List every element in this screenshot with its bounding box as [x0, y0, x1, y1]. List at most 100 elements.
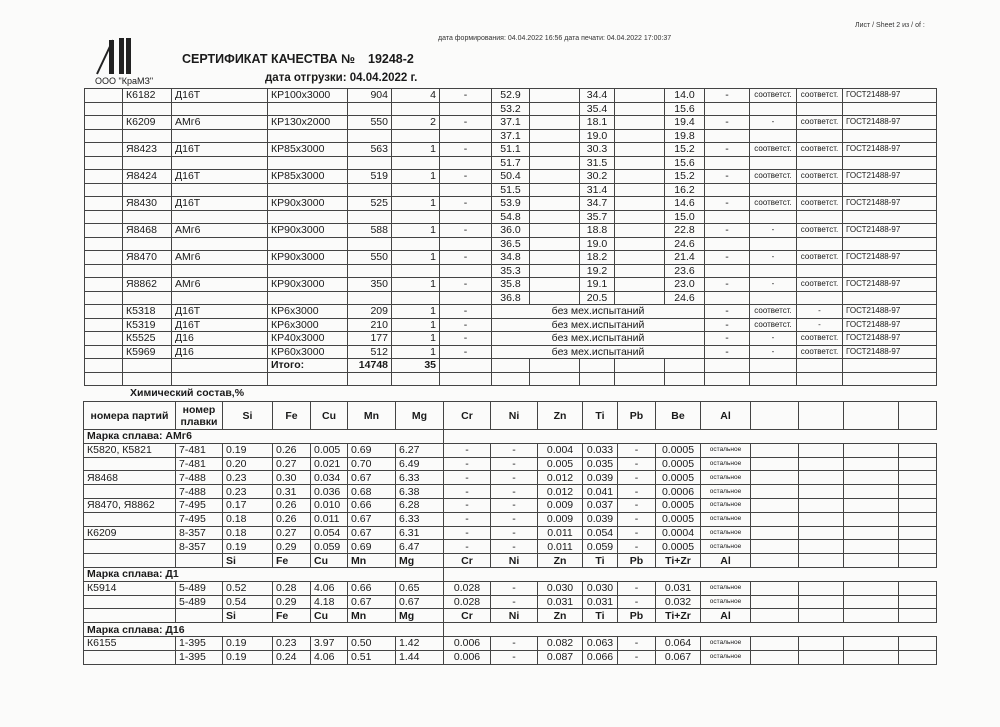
column-header: Cr: [443, 401, 491, 430]
cell: соответст.: [796, 88, 843, 103]
cell: [490, 622, 538, 637]
cell: [84, 344, 123, 359]
cell: [750, 525, 799, 541]
cell: [614, 101, 665, 116]
cell: [84, 196, 123, 211]
cell: [529, 290, 580, 305]
chem-value: 0.19: [222, 649, 273, 665]
alloy: Д16Т: [171, 317, 268, 332]
chem-value: 0.18: [222, 525, 273, 541]
chem-value: 0.67: [347, 470, 396, 486]
cell: [614, 263, 665, 278]
chem-value: 6.31: [395, 525, 444, 541]
chem-value: 1.44: [395, 649, 444, 665]
cell: [443, 566, 491, 582]
column-header: Ni: [490, 401, 538, 430]
chem-value: 5-489: [175, 594, 223, 610]
chem-value: 0.51: [347, 649, 396, 665]
cell: [749, 290, 797, 305]
cell: [537, 622, 583, 637]
column-header: Be: [655, 401, 701, 430]
cell: [655, 622, 701, 637]
cell: [898, 525, 937, 541]
cell: -: [796, 317, 843, 332]
chem-value: 0.005: [310, 442, 348, 458]
chem-value: 4.18: [310, 594, 348, 610]
cell: [617, 429, 656, 444]
shipment-table: К6182 Д16Т КР100x3000 904 4-52.9 34.4 14.0- соо…: [84, 88, 937, 386]
chem-value: -: [443, 511, 491, 527]
cell: [898, 470, 937, 486]
cell: [798, 470, 844, 486]
table-row: 8-357 0.19 0.29 0.059 0.69 6.47- -0.011 0.059-0…: [83, 539, 937, 555]
mass: [347, 263, 392, 278]
cell: [843, 497, 899, 513]
cell: [898, 442, 937, 458]
table-row: 7-495 0.18 0.26 0.011 0.67 6.33- -0.009 0.039-0…: [83, 511, 937, 527]
cell: [84, 277, 123, 292]
cell: -: [704, 250, 750, 265]
alloy-grade: Марка сплава: Д16: [83, 622, 444, 637]
chem-value: 0.0005: [655, 497, 701, 513]
cell: [750, 442, 799, 458]
column-header: Si: [222, 553, 273, 568]
chem-value: 0.17: [222, 497, 273, 513]
yield-strength: 19.1: [579, 277, 615, 292]
tensile-strength: 37.1: [491, 115, 530, 130]
chem-value: 0.70: [347, 456, 396, 472]
cell: [439, 263, 492, 278]
pieces: 4: [391, 88, 440, 103]
cell: [84, 236, 123, 251]
chem-value: -: [617, 525, 656, 541]
grade-row: Марка сплава: Д16: [83, 622, 937, 637]
mass: [347, 236, 392, 251]
pieces: [391, 128, 440, 143]
standard: [842, 209, 937, 224]
alloy: [171, 263, 268, 278]
cell: [439, 371, 492, 386]
chem-value: 0.27: [272, 525, 311, 541]
cell: [796, 182, 843, 197]
column-header: номера партий: [83, 401, 176, 430]
size: КР85x3000: [267, 169, 348, 184]
table-row: К5969 Д16 КР60x3000 512 1- без мех.испытаний -…: [84, 344, 937, 359]
cell: [529, 182, 580, 197]
mass: 904: [347, 88, 392, 103]
alloy: [171, 290, 268, 305]
cell: [749, 209, 797, 224]
cell: [749, 263, 797, 278]
yield-strength: 18.2: [579, 250, 615, 265]
table-row: К6155 1-395 0.19 0.23 3.97 0.50 1.42 0.006-0.08…: [83, 635, 937, 651]
mass: 210: [347, 317, 392, 332]
size: КР90x3000: [267, 223, 348, 238]
cell: [898, 608, 937, 624]
chem-value: 0.033: [582, 442, 618, 458]
cell: [490, 429, 538, 444]
cell: [898, 566, 937, 582]
chem-value: -: [490, 442, 538, 458]
sheet-number: Лист / Sheet 2 из / of :: [855, 22, 925, 29]
cell: [798, 511, 844, 527]
standard: ГОСТ21488-97: [842, 223, 937, 238]
cell: [84, 101, 123, 116]
chem-value: 0.29: [272, 539, 311, 555]
chem-value: 0.036: [310, 484, 348, 499]
cell: [843, 511, 899, 527]
chem-value: 0.030: [537, 580, 583, 596]
cell: [843, 622, 899, 637]
chem-value: 0.012: [537, 484, 583, 499]
cell: [84, 358, 123, 373]
standard: [842, 263, 937, 278]
cell: -: [704, 223, 750, 238]
chem-value: -: [490, 580, 538, 596]
cell: -: [439, 169, 492, 184]
alloy: АМг6: [171, 115, 268, 130]
lot-number: [122, 236, 172, 251]
chem-value: 0.012: [537, 470, 583, 486]
cell: -: [439, 331, 492, 346]
cell: -: [439, 142, 492, 157]
table-row: Я8430 Д16Т КР90x3000 525 1-53.9 34.7 14.6- соот…: [84, 196, 937, 211]
alloy: [171, 101, 268, 116]
cell: [614, 115, 665, 130]
cell: [750, 580, 799, 596]
